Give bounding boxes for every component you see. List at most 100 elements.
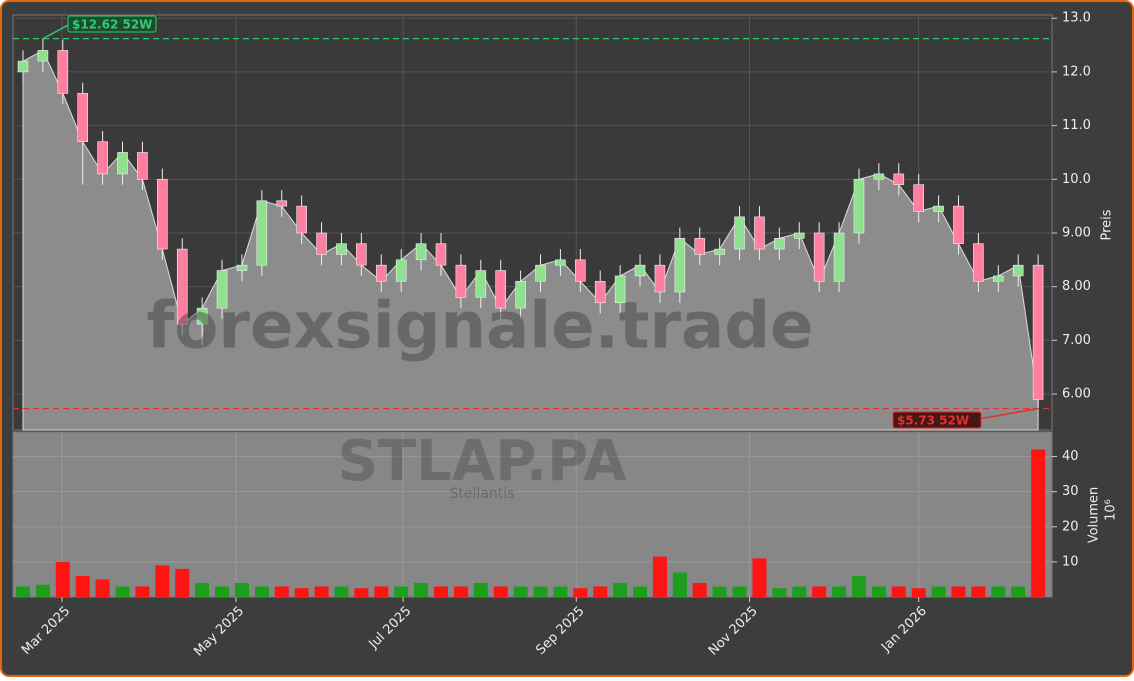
volume-bar <box>792 586 807 597</box>
volume-bar <box>692 582 707 597</box>
candle <box>694 227 706 266</box>
candle <box>395 249 407 293</box>
candle-body <box>873 173 885 180</box>
candle-body <box>515 280 526 309</box>
candle-body <box>833 232 845 282</box>
y2-tick-label: 40 <box>1062 449 1079 464</box>
candle <box>1012 254 1024 287</box>
candle-body <box>495 270 507 309</box>
volume-bar <box>394 586 409 597</box>
candle <box>375 254 387 293</box>
symbol-watermark: STLAP.PA <box>338 429 627 494</box>
candle <box>435 232 447 276</box>
candle <box>1032 254 1044 409</box>
candle-body <box>236 264 248 271</box>
candle <box>774 227 785 260</box>
candle-body <box>774 238 785 250</box>
candle <box>654 254 666 303</box>
volume-bar <box>752 558 767 597</box>
candle <box>734 206 745 260</box>
candle-body <box>714 248 725 255</box>
volume-bar <box>533 586 548 597</box>
candle-body <box>196 307 208 325</box>
volume-bar <box>234 582 249 597</box>
candle <box>893 163 905 196</box>
candle-body <box>137 152 148 180</box>
candle-body <box>754 216 765 250</box>
candle <box>833 222 845 293</box>
candle-body <box>37 50 49 62</box>
candle-body <box>913 184 924 212</box>
volume-bar <box>772 588 787 597</box>
candle <box>873 163 885 191</box>
candle <box>17 50 29 83</box>
candle <box>276 190 288 217</box>
volume-bar <box>175 568 190 597</box>
volume-bar <box>314 586 329 597</box>
volume-bar <box>951 586 966 597</box>
volume-bar <box>294 588 309 597</box>
candle-body <box>475 270 487 298</box>
candle <box>793 222 805 250</box>
volume-bar <box>16 586 30 597</box>
candle <box>495 259 507 319</box>
candle-body <box>734 216 745 250</box>
candle-body <box>77 93 89 143</box>
volume-bar <box>911 588 926 597</box>
candle-body <box>117 152 128 175</box>
candle-body <box>993 275 1004 282</box>
candle <box>973 232 984 293</box>
y2-axis-label: Volumen <box>1087 487 1102 544</box>
y-tick-label: 10.0 <box>1062 172 1091 187</box>
volume-bar <box>414 582 429 597</box>
volume-bar <box>155 565 170 597</box>
y-tick-label: 11.0 <box>1062 118 1091 133</box>
volume-bar <box>453 586 468 597</box>
annotation-arrow <box>42 23 71 40</box>
y-tick-label: 9.00 <box>1062 225 1091 240</box>
volume-bar <box>633 586 648 597</box>
candle <box>415 232 427 271</box>
candle <box>316 222 327 266</box>
annotation-box <box>892 411 982 429</box>
candle-body <box>296 205 307 234</box>
candle-body <box>575 259 586 282</box>
volume-bar <box>1011 586 1026 597</box>
volume-bar <box>354 588 369 597</box>
candle <box>594 270 606 314</box>
y-tick-label: 13.0 <box>1062 11 1091 26</box>
candle <box>296 195 307 244</box>
volume-bar <box>672 572 687 597</box>
candle-body <box>97 141 108 175</box>
candle <box>97 130 108 185</box>
candle-body <box>276 200 288 207</box>
candle <box>813 222 825 293</box>
candle <box>575 249 586 293</box>
y-tick-label: 12.0 <box>1062 64 1091 79</box>
volume-bar <box>1031 449 1046 597</box>
volume-bar <box>851 575 866 597</box>
candle-body <box>893 173 905 185</box>
candle <box>455 254 467 309</box>
volume-bar <box>493 586 508 597</box>
candle-body <box>973 243 984 282</box>
annotation-arrow <box>972 407 1039 421</box>
volume-bar <box>573 588 588 597</box>
volume-bar <box>991 586 1006 597</box>
candle <box>535 254 546 293</box>
y-tick-label: 6.00 <box>1062 387 1091 402</box>
candle <box>674 227 686 303</box>
candle-body <box>535 264 546 282</box>
candle-body <box>395 259 407 282</box>
volume-bar <box>374 586 389 597</box>
candle <box>515 270 526 319</box>
company-watermark: Stellantis <box>450 486 515 502</box>
candle-body <box>853 178 865 234</box>
candle <box>356 232 367 276</box>
candle <box>953 195 964 255</box>
volume-bar <box>812 586 827 597</box>
candle-body <box>694 238 706 255</box>
candle-body <box>17 60 29 73</box>
candle-body <box>634 264 646 277</box>
y2-tick-label: 10 <box>1062 554 1079 569</box>
